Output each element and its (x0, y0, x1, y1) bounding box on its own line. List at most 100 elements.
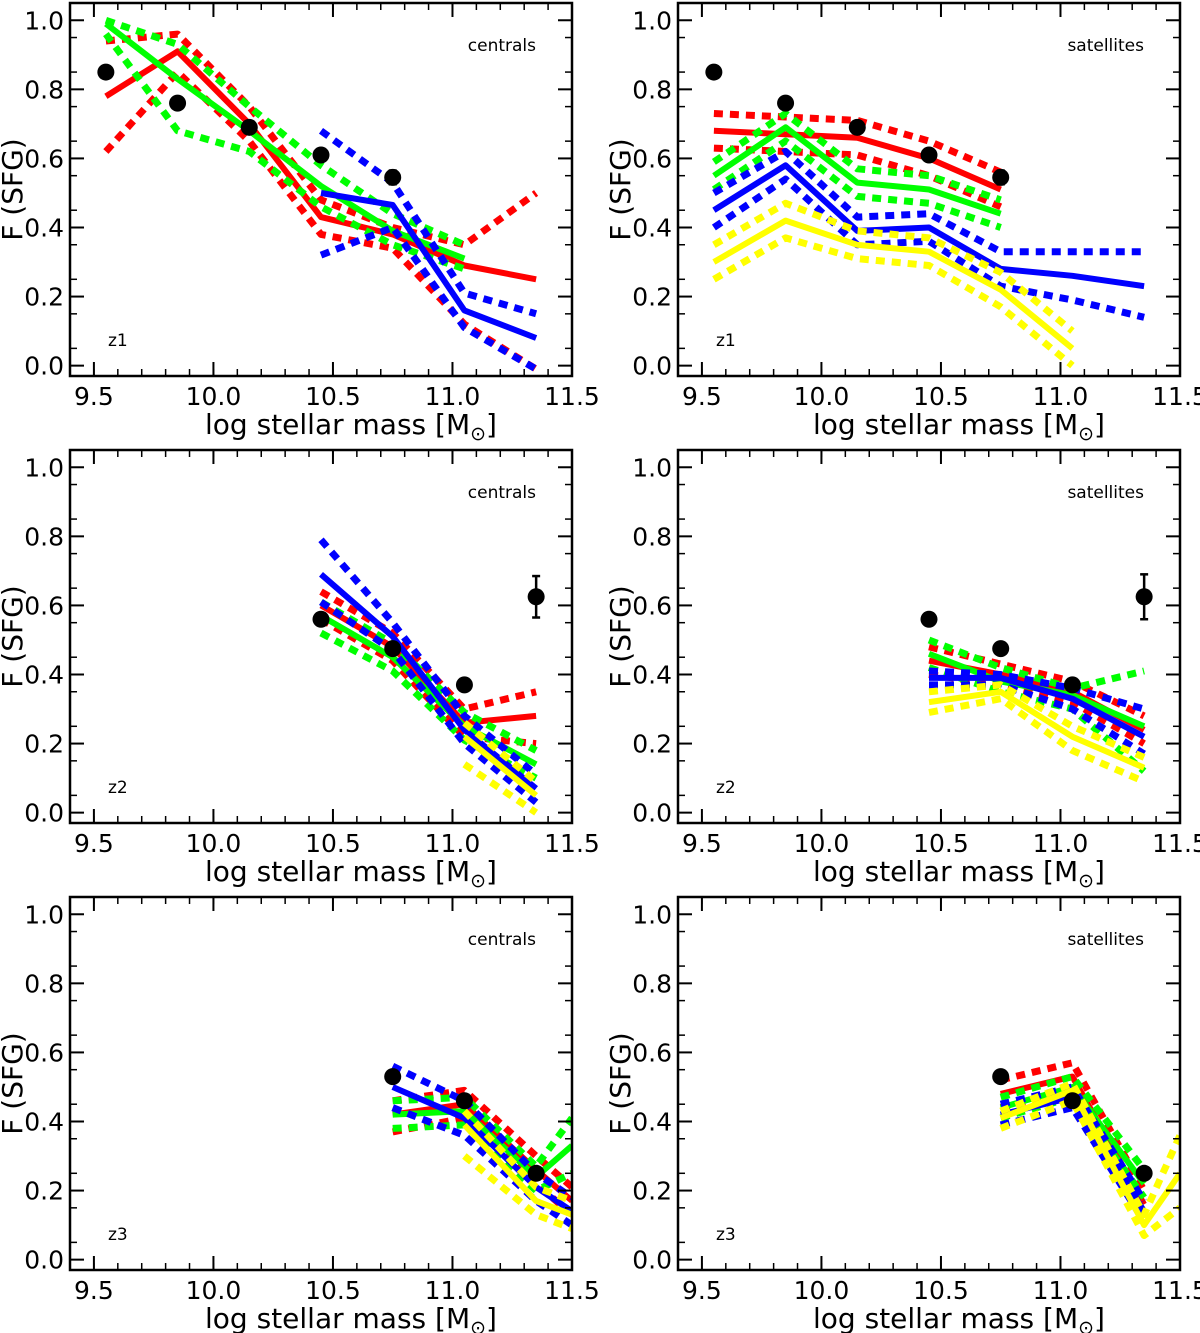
series-line-green-solid (104, 21, 466, 262)
series-line-green-dotted (927, 636, 1145, 692)
observation-point (705, 63, 723, 81)
series-line-red-dotted (999, 1059, 1148, 1193)
series-line-blue-dotted (391, 1104, 572, 1229)
x-axis-label-close: ] (486, 1302, 497, 1333)
panel-satellites-z1: 9.5 10.0 10.5 11.0 11.5 0.0 0.2 0.4 0.6 0.8 1.0 log… (604, 1, 1200, 445)
redshift-label: z2 (716, 778, 736, 798)
x-axis-label-text: log stellar mass [M (813, 408, 1078, 441)
x-tick-label: 9.5 (74, 1276, 114, 1305)
x-axis-label-close: ] (1094, 1302, 1105, 1333)
plot-frame (676, 1, 1182, 378)
x-tick-label: 10.0 (186, 829, 242, 858)
x-tick-label: 10.0 (794, 829, 850, 858)
series-line-blue-dotted (711, 175, 1145, 321)
panel-type-label: satellites (1067, 930, 1144, 950)
x-tick-label: 9.5 (682, 829, 722, 858)
observation-point (455, 1092, 473, 1110)
y-axis-label: F (SFG) (0, 585, 29, 687)
x-tick-label: 10.5 (305, 382, 361, 411)
y-tick-label: 0.6 (632, 144, 672, 173)
y-tick-label: 0.4 (24, 660, 64, 689)
y-axis-label: F (SFG) (0, 1032, 29, 1134)
panel-type-label: satellites (1067, 36, 1144, 56)
observation-point (920, 610, 938, 628)
panel-type-label: satellites (1067, 483, 1144, 503)
x-axis-label-close: ] (486, 855, 497, 888)
series-line-blue-solid (712, 162, 1145, 290)
y-tick-label: 0.2 (632, 1177, 672, 1206)
y-tick-label: 1.0 (632, 900, 672, 929)
redshift-label: z1 (108, 331, 128, 351)
series-line-blue-solid (929, 674, 1146, 740)
series-line-yellow-dotted (462, 1153, 572, 1232)
series-line-green-dotted (999, 1073, 1147, 1172)
series-line-yellow-dotted (999, 1097, 1180, 1239)
observation-point (455, 676, 473, 694)
x-tick-label: 11.5 (1152, 829, 1200, 858)
series-line-yellow-solid (928, 688, 1146, 771)
series-line-yellow-dotted (712, 199, 1075, 334)
x-axis-label-text: log stellar mass [M (205, 855, 470, 888)
data-layer (999, 1059, 1180, 1239)
series-line-blue-dotted (318, 127, 538, 318)
data-layer (927, 636, 1147, 785)
x-tick-label: 11.0 (425, 1276, 481, 1305)
series-line-blue-solid (320, 190, 538, 341)
series-line-green-dotted (392, 1121, 572, 1195)
x-tick-label: 10.5 (305, 829, 361, 858)
data-layer (391, 1063, 572, 1232)
x-axis-label-text: log stellar mass [M (205, 408, 470, 441)
series-line-yellow-dotted (999, 1080, 1180, 1219)
observation-point (1135, 1164, 1153, 1182)
x-tick-label: 10.0 (186, 382, 242, 411)
y-tick-label: 0.8 (632, 522, 672, 551)
observation-point (1063, 676, 1081, 694)
x-tick-label: 10.0 (794, 1276, 850, 1305)
x-tick-label: 11.5 (544, 382, 600, 411)
x-tick-label: 11.0 (425, 829, 481, 858)
series-line-blue-dotted (928, 667, 1146, 713)
y-tick-label: 0.8 (24, 522, 64, 551)
x-tick-label: 11.5 (544, 829, 600, 858)
observation-point (992, 640, 1010, 658)
data-layer (711, 110, 1145, 369)
x-tick-label: 9.5 (682, 1276, 722, 1305)
series-line-blue-dotted (391, 1063, 572, 1201)
series-line-green-dotted (319, 629, 538, 782)
y-tick-label: 0.4 (24, 1107, 64, 1136)
panel-type-label: centrals (468, 483, 536, 503)
panel-satellites-z3: 9.5 10.0 10.5 11.0 11.5 0.0 0.2 0.4 0.6 0.8 1.0 log… (604, 895, 1200, 1333)
x-axis-label: log stellar mass [M⊙] (205, 408, 497, 445)
observation-point (1063, 1092, 1081, 1110)
panel-type-label: centrals (468, 930, 536, 950)
series-line-red-dotted (713, 110, 1003, 176)
x-axis-label-text: log stellar mass [M (813, 1302, 1078, 1333)
series-line-blue-dotted (319, 224, 538, 373)
series-line-green-dotted (319, 598, 538, 754)
y-tick-label: 0.0 (632, 352, 672, 381)
x-axis-label: log stellar mass [M⊙] (813, 408, 1105, 445)
x-tick-label: 10.0 (794, 382, 850, 411)
y-tick-label: 1.0 (24, 900, 64, 929)
observation-point (527, 588, 545, 606)
x-tick-label: 10.0 (186, 1276, 242, 1305)
observation-point (384, 1068, 402, 1086)
observation-point (240, 118, 258, 136)
x-axis-label: log stellar mass [M⊙] (205, 1302, 497, 1333)
series-line-blue-dotted (319, 599, 539, 806)
panel-type-label: centrals (468, 36, 536, 56)
series-line-blue-dotted (999, 1083, 1148, 1203)
y-tick-label: 0.0 (632, 799, 672, 828)
x-axis-label: log stellar mass [M⊙] (205, 855, 497, 892)
observation-point (1135, 588, 1153, 606)
sun-symbol: ⊙ (470, 423, 486, 445)
series-line-yellow-dotted (928, 695, 1146, 785)
y-tick-label: 0.0 (24, 799, 64, 828)
plot-frame (68, 895, 574, 1272)
observation-point (384, 640, 402, 658)
series-line-green-dotted (711, 137, 1002, 231)
observation-point (312, 610, 330, 628)
redshift-label: z2 (108, 778, 128, 798)
series-line-yellow-solid (712, 217, 1075, 351)
sun-symbol: ⊙ (470, 1317, 486, 1333)
